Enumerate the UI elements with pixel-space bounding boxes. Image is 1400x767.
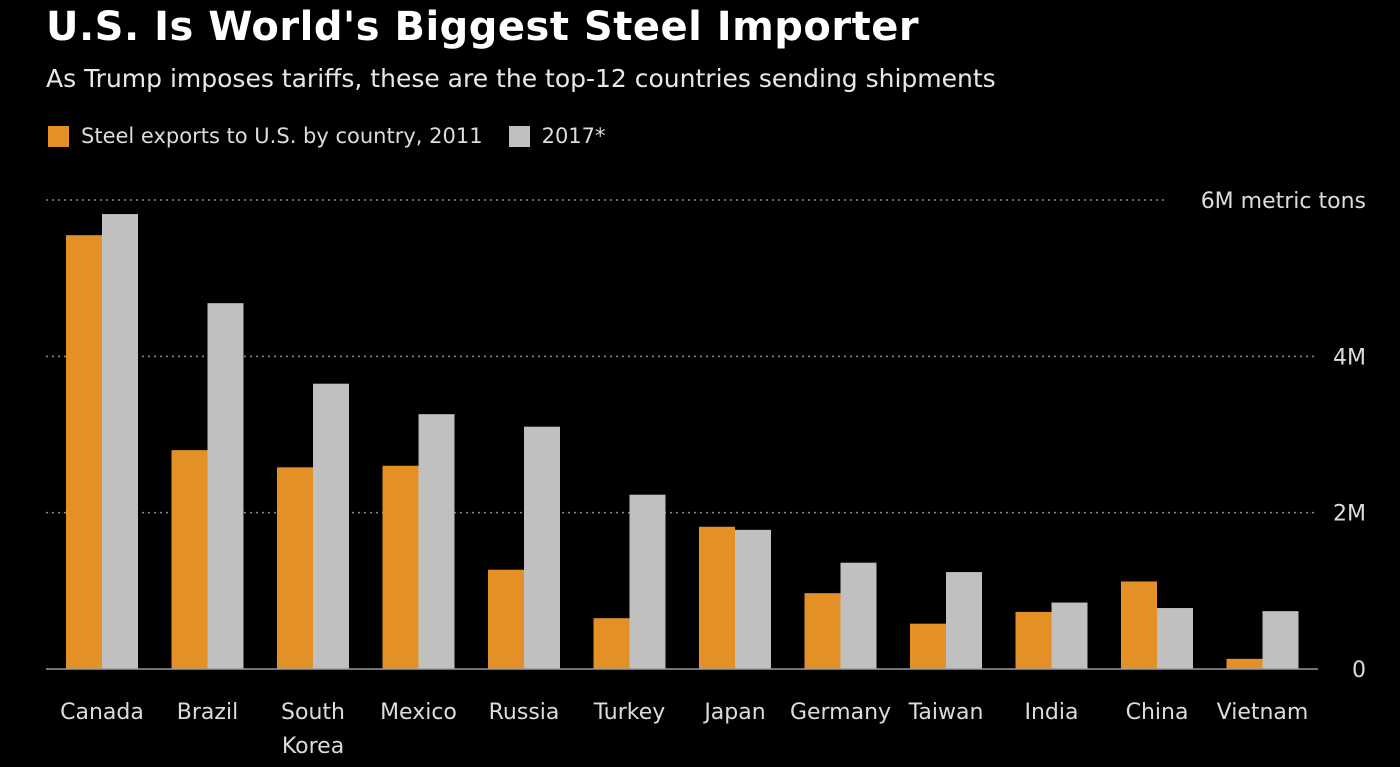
bar-2017-turkey	[629, 494, 666, 669]
x-tick-label-turkey: Turkey	[593, 700, 666, 725]
legend-swatch-2011	[48, 125, 69, 147]
bar-2017-japan	[735, 529, 771, 669]
bar-2011-turkey	[593, 618, 630, 669]
x-tick-label-russia: Russia	[489, 700, 560, 725]
x-tick-label-japan: Japan	[702, 700, 765, 725]
chart-title: U.S. Is World's Biggest Steel Importer	[46, 4, 920, 50]
bar-2011-japan	[699, 526, 735, 669]
bar-2017-china	[1157, 608, 1193, 669]
bar-2011-russia	[488, 569, 524, 669]
bar-2011-china	[1121, 581, 1157, 669]
x-tick-label-brazil: Brazil	[177, 700, 238, 725]
bar-2011-vietnam	[1226, 658, 1263, 669]
bar-2011-brazil	[171, 450, 208, 669]
bar-2011-taiwan	[910, 623, 946, 669]
chart-subtitle: As Trump imposes tariffs, these are the …	[46, 64, 996, 93]
x-tick-label-china: China	[1126, 700, 1189, 725]
x-tick-label-vietnam: Vietnam	[1217, 700, 1309, 725]
bar-2017-taiwan	[946, 572, 982, 669]
y-tick-label-6: 6M metric tons	[1201, 189, 1366, 214]
bar-2017-canada	[102, 214, 138, 669]
legend-swatch-2017	[508, 125, 530, 147]
bar-2011-india	[1015, 611, 1052, 669]
bar-2011-canada	[66, 235, 102, 670]
bar-2017-india	[1051, 602, 1088, 669]
y-tick-label-2: 2M	[1333, 502, 1366, 527]
bar-2011-mexico	[382, 465, 419, 669]
bar-2011-germany	[804, 593, 841, 669]
bar-2017-vietnam	[1262, 611, 1299, 669]
bar-2017-mexico	[418, 414, 455, 669]
x-tick-label-south-korea: South Korea	[281, 700, 345, 759]
bar-2017-brazil	[207, 303, 244, 669]
bar-2017-germany	[840, 562, 877, 669]
x-tick-label-taiwan: Taiwan	[908, 700, 984, 725]
y-tick-label-4: 4M	[1333, 345, 1366, 370]
x-tick-label-india: India	[1025, 700, 1079, 725]
y-tick-label-0: 0	[1352, 658, 1366, 683]
legend-label-2011: Steel exports to U.S. by country, 2011	[81, 124, 483, 148]
x-tick-label-canada: Canada	[60, 700, 144, 725]
x-tick-label-germany: Germany	[790, 700, 891, 725]
legend: Steel exports to U.S. by country, 2011 2…	[48, 124, 632, 148]
legend-label-2017: 2017*	[541, 124, 606, 148]
bar-2017-south-korea	[313, 383, 349, 669]
x-tick-label-mexico: Mexico	[380, 700, 457, 725]
bar-2017-russia	[524, 426, 560, 669]
bar-2011-south-korea	[277, 467, 313, 669]
